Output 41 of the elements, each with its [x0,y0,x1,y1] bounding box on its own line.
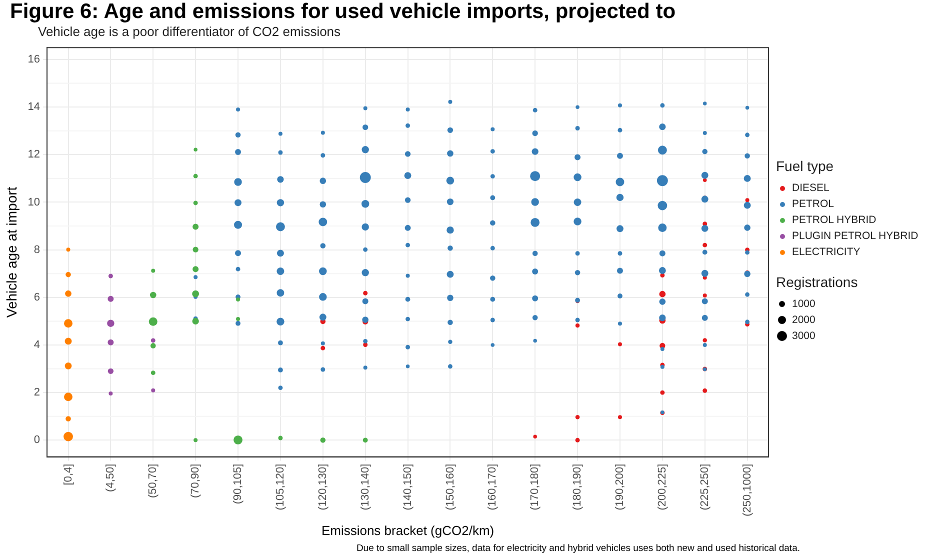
x-tick-label: (90,105] [232,464,244,504]
legend-label: PETROL HYBRID [791,213,878,228]
x-tick-label: (160,170] [486,464,499,510]
text: Due to small sample sizes, data for electricity and hybrid vehicles uses both new and used historical data. [356,543,800,554]
x-tick-label: (50,70] [147,464,160,498]
legend-label: DIESEL [791,181,830,196]
y-tick-label: 0 [34,434,40,446]
legend-label: PETROL [791,197,836,212]
y-tick-label: 16 [28,54,40,66]
chart-title: Figure 6: Age and emissions for used vehicle imports, projected to [10,0,676,24]
legend-label: 3000 [791,329,816,344]
x-tick-label: (250,1000] [741,464,754,516]
x-tick-label: (170,180] [529,464,542,510]
x-tick-label: (190,200] [614,464,626,510]
y-tick-label: 4 [34,339,40,352]
x-tick-label: (180,190] [572,464,584,510]
x-tick-label: (200,225] [656,464,668,510]
y-tick-label: 6 [34,291,40,304]
legend-label: PLUGIN PETROL HYBRID [791,229,918,244]
x-tick-label: (70,90] [190,464,202,498]
y-tick-label: 8 [34,244,40,256]
legend-label: 1000 [791,297,816,312]
x-axis-title: Emissions bracket (gCO2/km) [321,522,494,538]
y-tick-label: 14 [28,101,40,114]
chart-subtitle: Vehicle age is a poor differentiator of CO2 emissions [38,24,341,39]
y-axis-title: Vehicle age at import [3,186,20,318]
x-tick-label: (130,140] [359,464,372,510]
y-tick-label: 2 [34,386,40,399]
x-tick-label: (105,120] [274,464,286,510]
x-tick-label: (150,160] [444,464,456,510]
legend-label: 2000 [791,313,816,328]
x-tick-label: (140,150] [402,464,414,510]
x-tick-label: [0,4] [62,464,74,486]
legend-label: ELECTRICITY [791,245,862,260]
legend-title: Fuel type [776,158,835,174]
x-tick-label: (120,130] [316,464,329,510]
y-tick-label: 10 [28,196,40,208]
x-tick-label: (225,250] [698,464,711,510]
y-tick-label: 12 [28,148,40,161]
text: Registrations [776,274,859,290]
x-tick-label: (4,50] [104,464,117,492]
